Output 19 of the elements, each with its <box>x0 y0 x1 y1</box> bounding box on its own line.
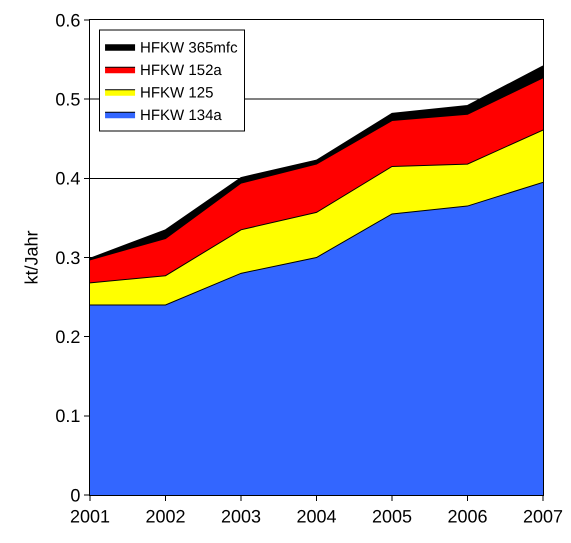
x-tick-label: 2005 <box>372 506 412 527</box>
y-tick-label: 0.3 <box>55 248 80 268</box>
y-tick-label: 0 <box>70 485 80 506</box>
y-tick-label: 0.6 <box>55 10 80 30</box>
y-tick-label: 0.1 <box>55 406 80 426</box>
x-tick-label: 2002 <box>145 506 186 527</box>
legend-label: HFKW 152a <box>140 62 222 80</box>
x-tick-label: 2001 <box>70 506 110 527</box>
y-tick-label: 0.4 <box>55 168 80 189</box>
x-tick-label: 2007 <box>522 506 564 527</box>
y-axis-title: kt/Jahr <box>22 230 42 285</box>
y-tick-label: 0.2 <box>55 326 80 347</box>
legend-label: HFKW 134a <box>140 107 222 124</box>
x-tick-label: 2004 <box>296 506 337 527</box>
y-tick-label: 0.5 <box>55 89 80 110</box>
x-tick-label: 2003 <box>220 506 262 527</box>
legend-label: HFKW 125 <box>140 84 214 102</box>
x-tick-label: 2006 <box>447 506 488 527</box>
legend-label: HFKW 365mfc <box>140 40 238 57</box>
